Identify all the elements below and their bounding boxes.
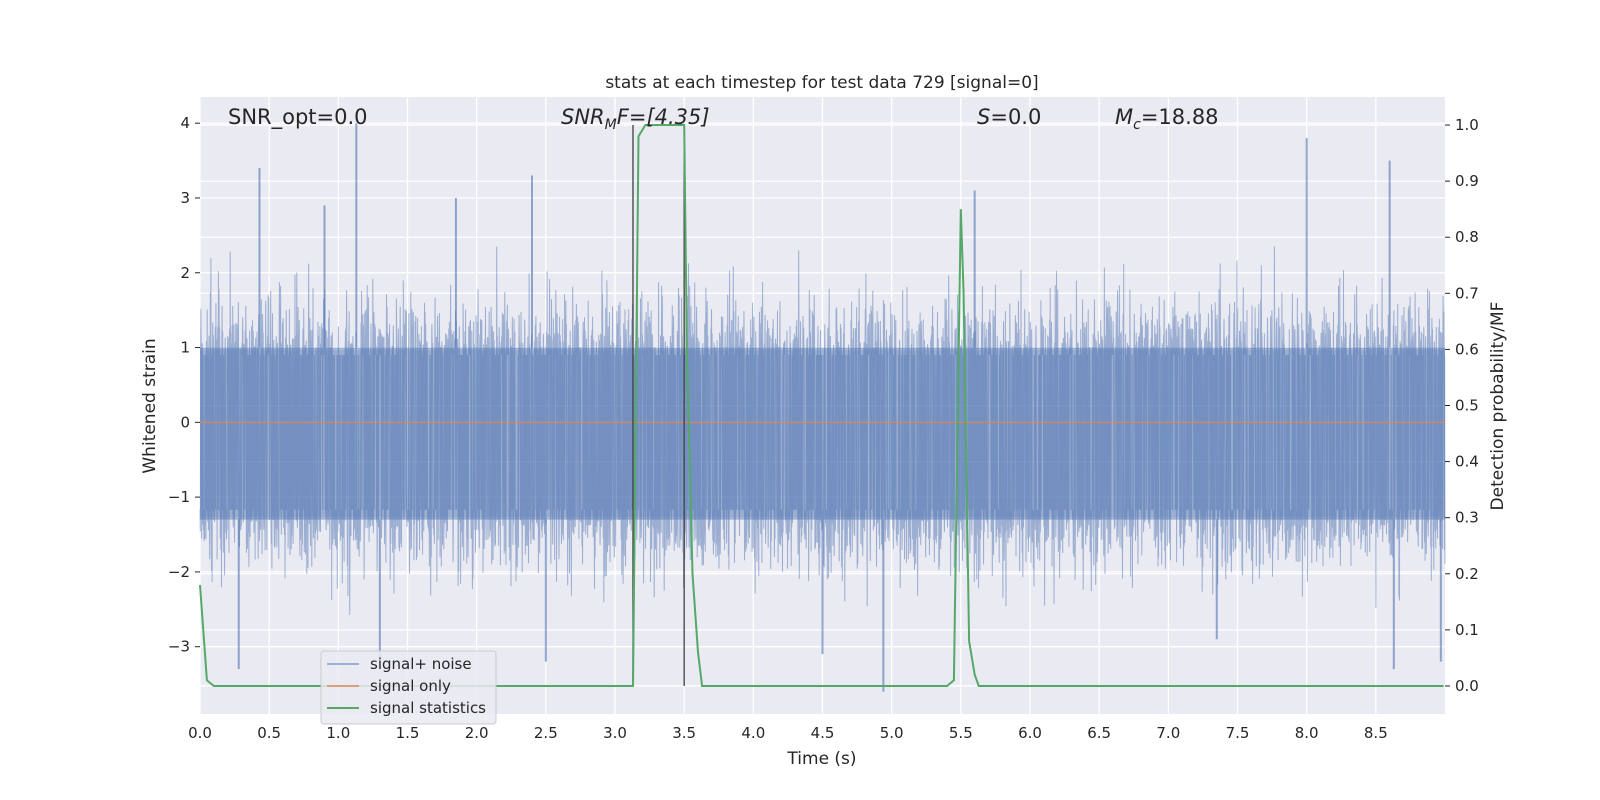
chart-title: stats at each timestep for test data 729… bbox=[605, 73, 1038, 93]
y-tick-label-right: 0.9 bbox=[1455, 172, 1479, 190]
y-tick-label-right: 0.4 bbox=[1455, 453, 1479, 471]
y-tick-label-left: 2 bbox=[180, 264, 190, 282]
x-tick-label: 7.5 bbox=[1226, 724, 1250, 742]
y-tick-label-left: 3 bbox=[180, 189, 190, 207]
x-tick-label: 5.0 bbox=[880, 724, 904, 742]
annotation-snr-mf: SNRMF=[4.35] bbox=[561, 105, 710, 133]
y-tick-label-left: −2 bbox=[168, 563, 190, 581]
x-tick-label: 7.0 bbox=[1156, 724, 1180, 742]
x-tick-label: 1.5 bbox=[396, 724, 420, 742]
legend-box bbox=[320, 650, 497, 725]
y-tick-label-right: 0.6 bbox=[1455, 340, 1479, 358]
y-tick-label-right: 0.0 bbox=[1455, 677, 1479, 695]
x-tick-label: 6.0 bbox=[1018, 724, 1042, 742]
x-tick-label: 8.5 bbox=[1364, 724, 1388, 742]
legend-label-signal-statistics: signal statistics bbox=[370, 699, 486, 717]
annotation-s: S=0.0 bbox=[977, 105, 1041, 129]
y-tick-label-right: 0.2 bbox=[1455, 565, 1479, 583]
y-tick-label-left: 0 bbox=[180, 413, 190, 431]
y-tick-label-left: 1 bbox=[180, 339, 190, 357]
y-tick-label-right: 0.3 bbox=[1455, 509, 1479, 527]
x-tick-label: 3.0 bbox=[603, 724, 627, 742]
series-signal-plus-noise bbox=[199, 123, 1446, 692]
x-tick-label: 5.5 bbox=[949, 724, 973, 742]
y-tick-label-left: −3 bbox=[168, 638, 190, 656]
y-tick-label-right: 0.1 bbox=[1455, 621, 1479, 639]
x-tick-label: 4.0 bbox=[741, 724, 765, 742]
legend: signal+ noise signal only signal statist… bbox=[320, 650, 497, 725]
y-axis-label-right: Detection probability/MF bbox=[1488, 302, 1508, 511]
y-tick-label-right: 0.8 bbox=[1455, 228, 1479, 246]
x-tick-label: 6.5 bbox=[1087, 724, 1111, 742]
x-tick-label: 0.5 bbox=[257, 724, 281, 742]
legend-label-signal-plus-noise: signal+ noise bbox=[370, 655, 472, 673]
y-tick-label-right: 0.5 bbox=[1455, 397, 1479, 415]
x-tick-label: 1.0 bbox=[326, 724, 350, 742]
x-tick-label: 8.0 bbox=[1295, 724, 1319, 742]
y-tick-label-right: 1.0 bbox=[1455, 116, 1479, 134]
annotation-mc: Mc=18.88 bbox=[1115, 105, 1219, 133]
tick-labels: 0.0 0.5 1.0 1.5 2.0 2.5 3.0 3.5 4.0 4.5 5.0 5.5 6.0 6… bbox=[168, 114, 1479, 742]
y-axis-label-left: Whitened strain bbox=[140, 338, 160, 473]
x-tick-label: 3.5 bbox=[672, 724, 696, 742]
y-tick-label-left: −1 bbox=[168, 488, 190, 506]
x-tick-label: 0.0 bbox=[188, 724, 212, 742]
y-tick-label-right: 0.7 bbox=[1455, 284, 1479, 302]
signal-statistics-line bbox=[199, 124, 1444, 687]
x-tick-label: 2.5 bbox=[534, 724, 558, 742]
annotation-snr-opt: SNR_opt=0.0 bbox=[228, 105, 368, 130]
legend-label-signal-only: signal only bbox=[370, 677, 451, 695]
x-tick-label: 4.5 bbox=[811, 724, 835, 742]
x-axis-label: Time (s) bbox=[786, 749, 856, 769]
x-tick-label: 2.0 bbox=[465, 724, 489, 742]
y-tick-label-left: 4 bbox=[180, 114, 190, 132]
series-signal-statistics bbox=[199, 124, 1444, 687]
noise-band bbox=[200, 347, 1445, 520]
